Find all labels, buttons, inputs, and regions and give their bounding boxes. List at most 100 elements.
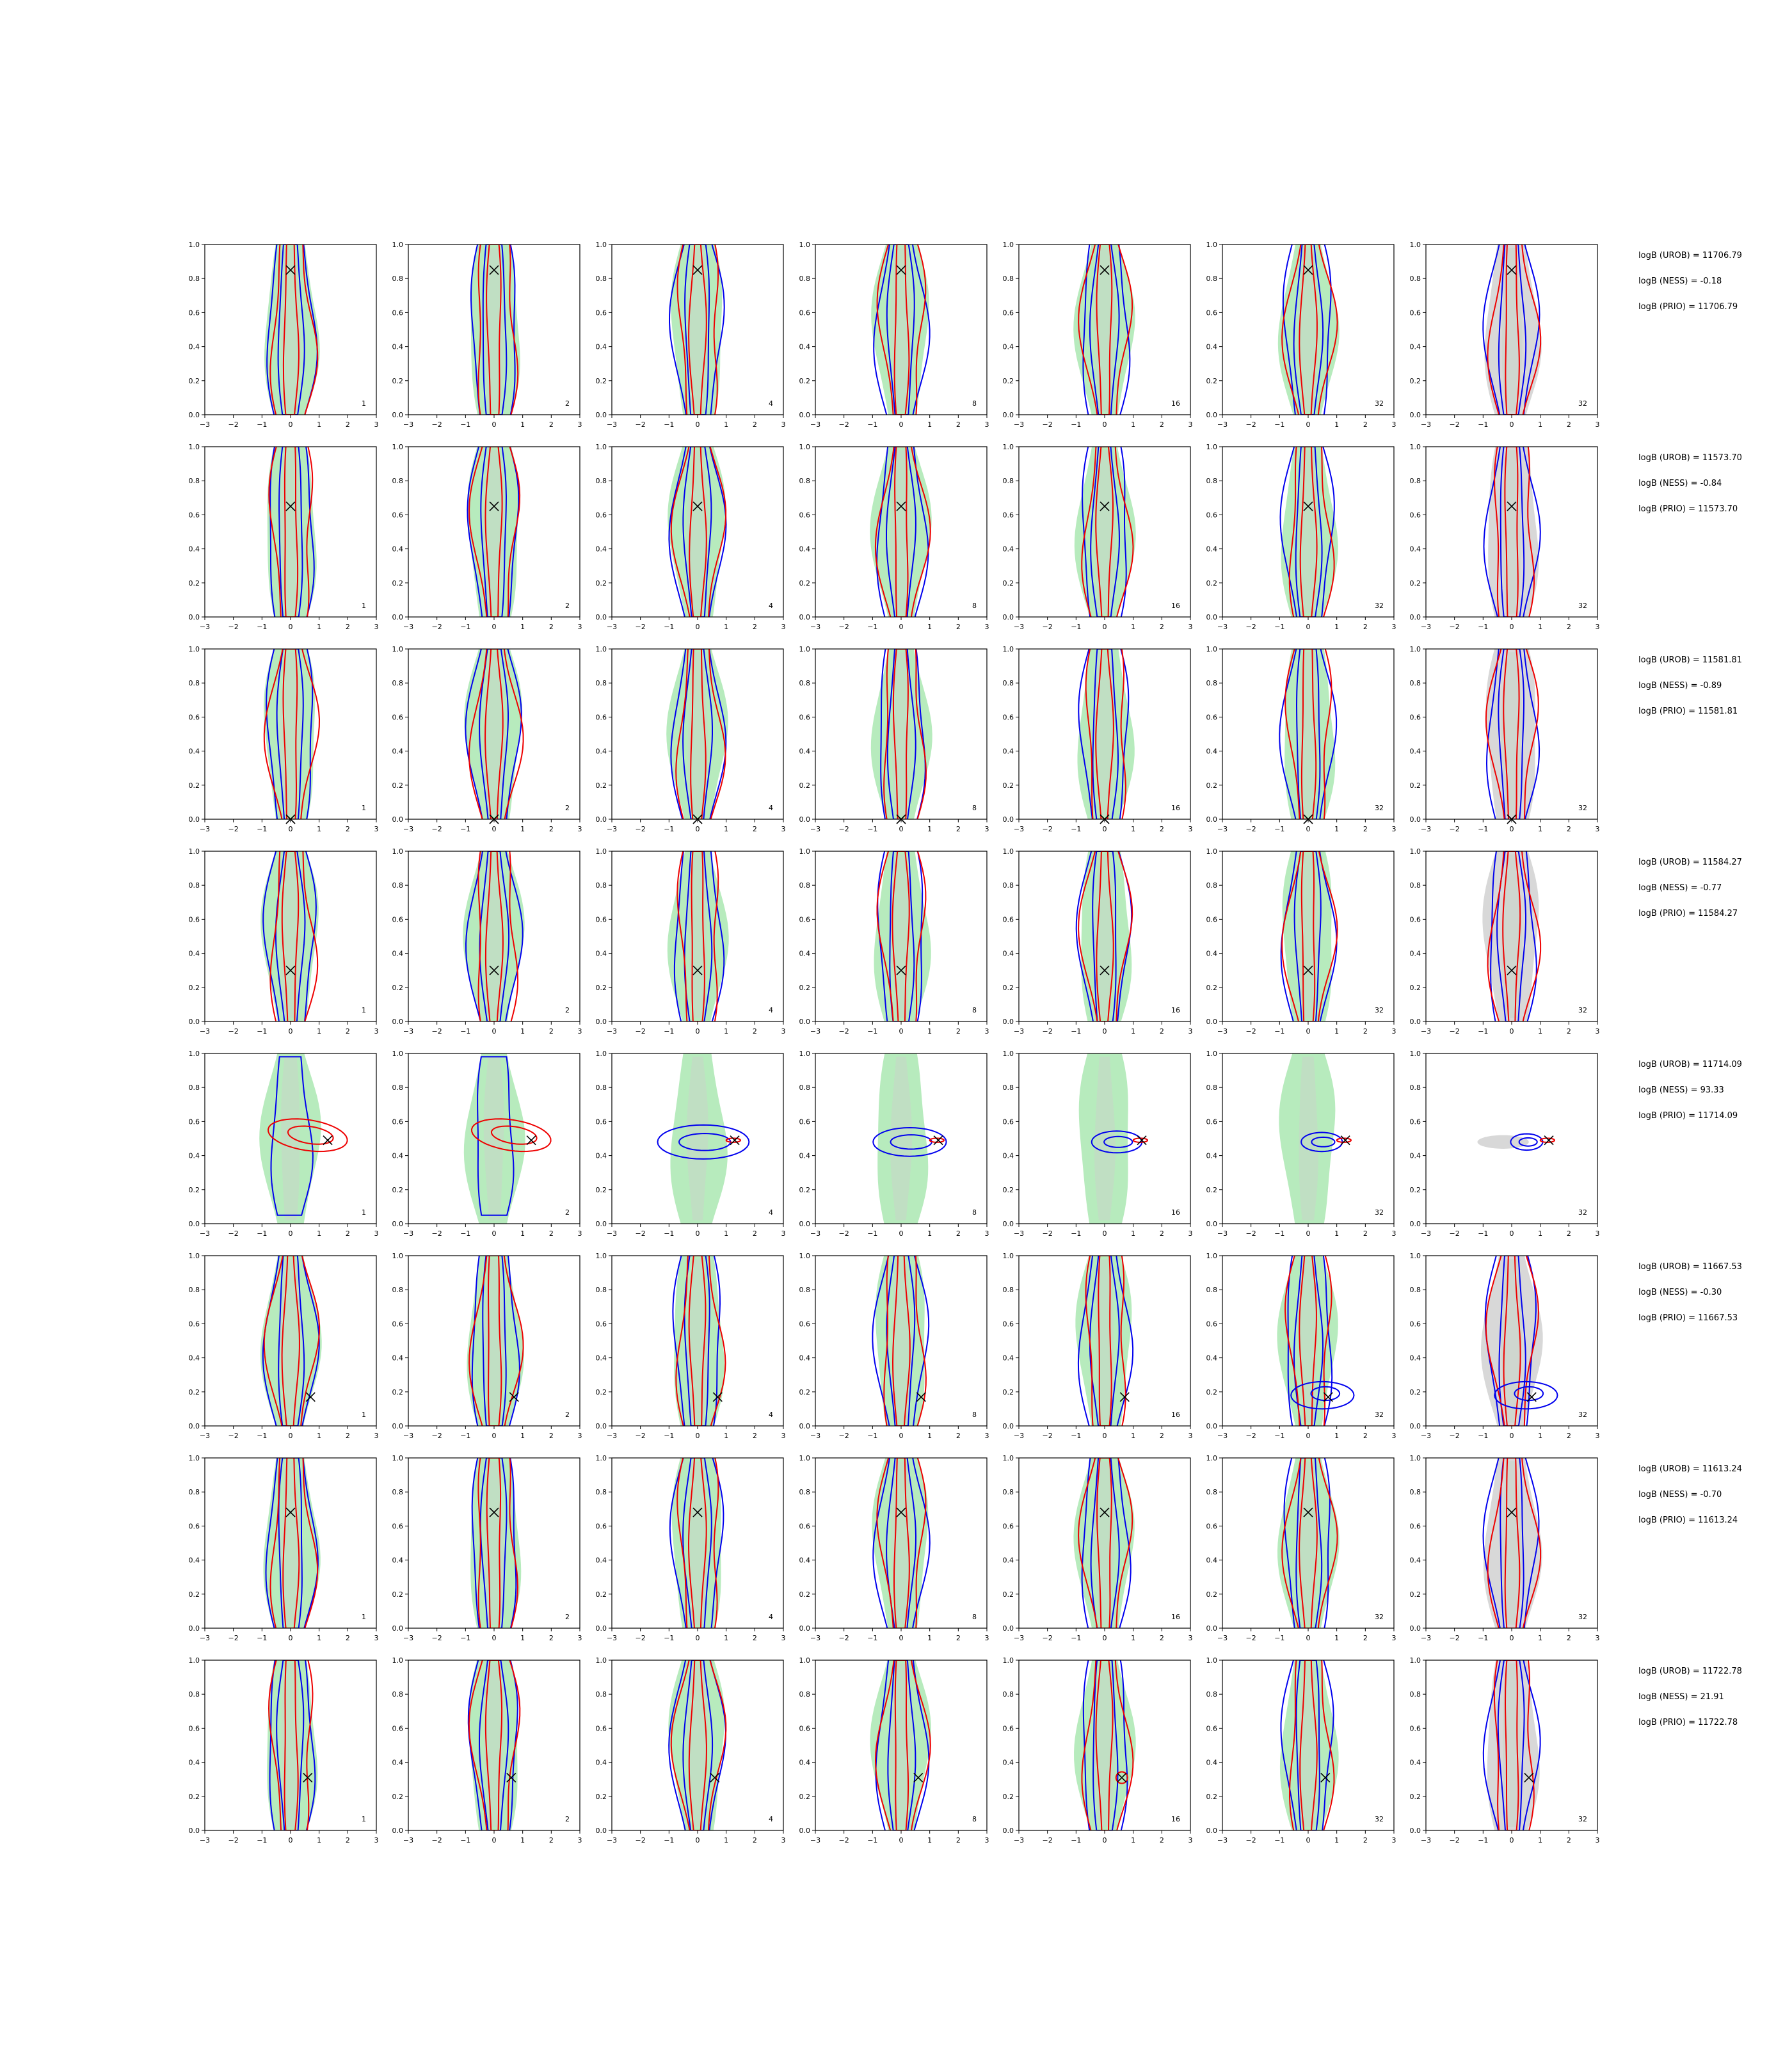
red-contour bbox=[468, 1660, 521, 1830]
x-tick-label: −1 bbox=[867, 420, 877, 429]
y-tick-label: 0.8 bbox=[392, 1084, 404, 1092]
y-tick-label: 0.2 bbox=[392, 1590, 404, 1599]
density-core-fill bbox=[1299, 450, 1318, 614]
x-tick-label: −1 bbox=[460, 1432, 470, 1440]
y-tick-label: 0.0 bbox=[1206, 1624, 1218, 1633]
x-tick-label: −3 bbox=[1421, 623, 1431, 631]
x-tick-label: −2 bbox=[228, 1836, 239, 1844]
blue-contour bbox=[890, 1134, 932, 1150]
truth-marker bbox=[1117, 1772, 1127, 1783]
truth-marker bbox=[303, 1772, 313, 1783]
x-tick-label: 0 bbox=[899, 1634, 904, 1642]
y-tick-label: 0.6 bbox=[189, 1320, 200, 1328]
panel-r8-c3: −3 −2 −1 0 1 2 3 0.0 0.2 0.4 0.6 0.8 1.0 4 bbox=[596, 1656, 786, 1844]
x-tick-label: 2 bbox=[346, 623, 350, 631]
y-tick-label: 0.4 bbox=[189, 1152, 200, 1160]
x-tick-label: 2 bbox=[1363, 1836, 1368, 1844]
x-tick-label: 2 bbox=[1363, 420, 1368, 429]
density-core-fill bbox=[686, 1057, 708, 1220]
x-tick-label: −3 bbox=[1421, 420, 1431, 429]
y-tick-label: 0.6 bbox=[1003, 713, 1014, 721]
logb-row2-line1: logB (UROB) = 11573.70 bbox=[1638, 453, 1742, 463]
y-tick-label: 0.0 bbox=[1003, 1220, 1014, 1228]
x-tick-label: 1 bbox=[724, 1432, 728, 1440]
x-tick-label: −2 bbox=[636, 825, 646, 833]
truth-marker bbox=[1137, 1135, 1147, 1146]
y-tick-label: 0.8 bbox=[1410, 275, 1421, 283]
y-tick-label: 1.0 bbox=[189, 1656, 200, 1665]
red-contour bbox=[675, 649, 726, 819]
x-tick-label: −2 bbox=[636, 1229, 646, 1238]
red-contour bbox=[1505, 244, 1520, 415]
y-tick-label: 0.0 bbox=[392, 411, 404, 419]
x-tick-label: −1 bbox=[1071, 1836, 1081, 1844]
y-tick-label: 0.4 bbox=[1206, 1556, 1218, 1565]
density-fill bbox=[1477, 1135, 1529, 1149]
logb-row8-line1: logB (UROB) = 11722.78 bbox=[1638, 1667, 1742, 1676]
red-contour bbox=[1299, 1458, 1318, 1628]
blue-contour bbox=[1103, 1135, 1133, 1148]
x-tick-label: −3 bbox=[607, 1634, 617, 1642]
red-contour bbox=[268, 447, 314, 617]
x-tick-label: 1 bbox=[1131, 623, 1135, 631]
y-tick-label: 0.6 bbox=[1206, 1117, 1218, 1126]
blue-contour bbox=[886, 1458, 917, 1628]
x-tick-label: 1 bbox=[520, 623, 525, 631]
x-tick-label: −1 bbox=[460, 420, 470, 429]
red-contour bbox=[282, 649, 298, 819]
red-contour bbox=[477, 1458, 519, 1628]
x-tick-label: 3 bbox=[1596, 420, 1600, 429]
blue-contour bbox=[471, 1256, 520, 1426]
x-tick-label: −2 bbox=[839, 1027, 849, 1036]
x-tick-label: 3 bbox=[374, 623, 379, 631]
y-tick-label: 0.2 bbox=[392, 1388, 404, 1396]
x-tick-label: 0 bbox=[492, 825, 497, 833]
panel-tag: 32 bbox=[1578, 1006, 1587, 1014]
y-tick-label: 0.6 bbox=[392, 713, 404, 721]
blue-contour bbox=[682, 447, 712, 617]
y-tick-label: 0.4 bbox=[189, 1556, 200, 1565]
red-contour bbox=[1095, 447, 1114, 617]
blue-contour bbox=[480, 447, 508, 617]
blue-contour bbox=[269, 1660, 316, 1830]
x-tick-label: −1 bbox=[1478, 825, 1488, 833]
blue-contour bbox=[262, 1256, 320, 1426]
blue-contour bbox=[278, 1458, 303, 1628]
y-tick-label: 0.0 bbox=[799, 1220, 811, 1228]
blue-contour bbox=[1295, 1660, 1320, 1830]
x-tick-label: 1 bbox=[1538, 1229, 1542, 1238]
x-tick-label: 2 bbox=[1363, 1229, 1368, 1238]
x-tick-label: 1 bbox=[520, 1027, 525, 1036]
y-tick-label: 1.0 bbox=[1206, 1454, 1218, 1462]
y-tick-label: 1.0 bbox=[799, 645, 811, 653]
y-tick-label: 0.6 bbox=[392, 1117, 404, 1126]
y-tick-label: 1.0 bbox=[392, 847, 404, 856]
blue-contour bbox=[1090, 1458, 1120, 1628]
blue-contour bbox=[886, 1256, 916, 1426]
x-tick-label: 3 bbox=[1596, 1836, 1600, 1844]
x-tick-label: 3 bbox=[578, 420, 582, 429]
panel-r6-c5: −3 −2 −1 0 1 2 3 0.0 0.2 0.4 0.6 0.8 1.0 16 bbox=[1003, 1252, 1193, 1440]
y-tick-label: 0.8 bbox=[1410, 1084, 1421, 1092]
red-contour bbox=[486, 244, 502, 415]
panel-r7-c6: −3 −2 −1 0 1 2 3 0.0 0.2 0.4 0.6 0.8 1.0 32 bbox=[1206, 1454, 1396, 1642]
x-tick-label: 3 bbox=[985, 1634, 989, 1642]
y-tick-label: 0.4 bbox=[596, 1152, 607, 1160]
x-tick-label: 0 bbox=[1306, 420, 1311, 429]
y-tick-label: 0.0 bbox=[1206, 1422, 1218, 1430]
blue-contour bbox=[477, 1056, 515, 1216]
x-tick-label: 3 bbox=[1392, 623, 1396, 631]
x-tick-label: 3 bbox=[1392, 1027, 1396, 1036]
x-tick-label: −2 bbox=[432, 1432, 442, 1440]
x-tick-label: 2 bbox=[346, 1432, 350, 1440]
x-tick-label: 3 bbox=[578, 1432, 582, 1440]
x-tick-label: 1 bbox=[520, 420, 525, 429]
x-tick-label: 2 bbox=[1160, 1836, 1164, 1844]
y-tick-label: 0.6 bbox=[1003, 1320, 1014, 1328]
y-tick-label: 0.8 bbox=[189, 1690, 200, 1699]
x-tick-label: −1 bbox=[664, 1634, 674, 1642]
x-tick-label: −3 bbox=[607, 1432, 617, 1440]
y-tick-label: 1.0 bbox=[596, 443, 607, 451]
y-tick-label: 0.2 bbox=[1003, 1388, 1014, 1396]
x-tick-label: 1 bbox=[1334, 1634, 1339, 1642]
